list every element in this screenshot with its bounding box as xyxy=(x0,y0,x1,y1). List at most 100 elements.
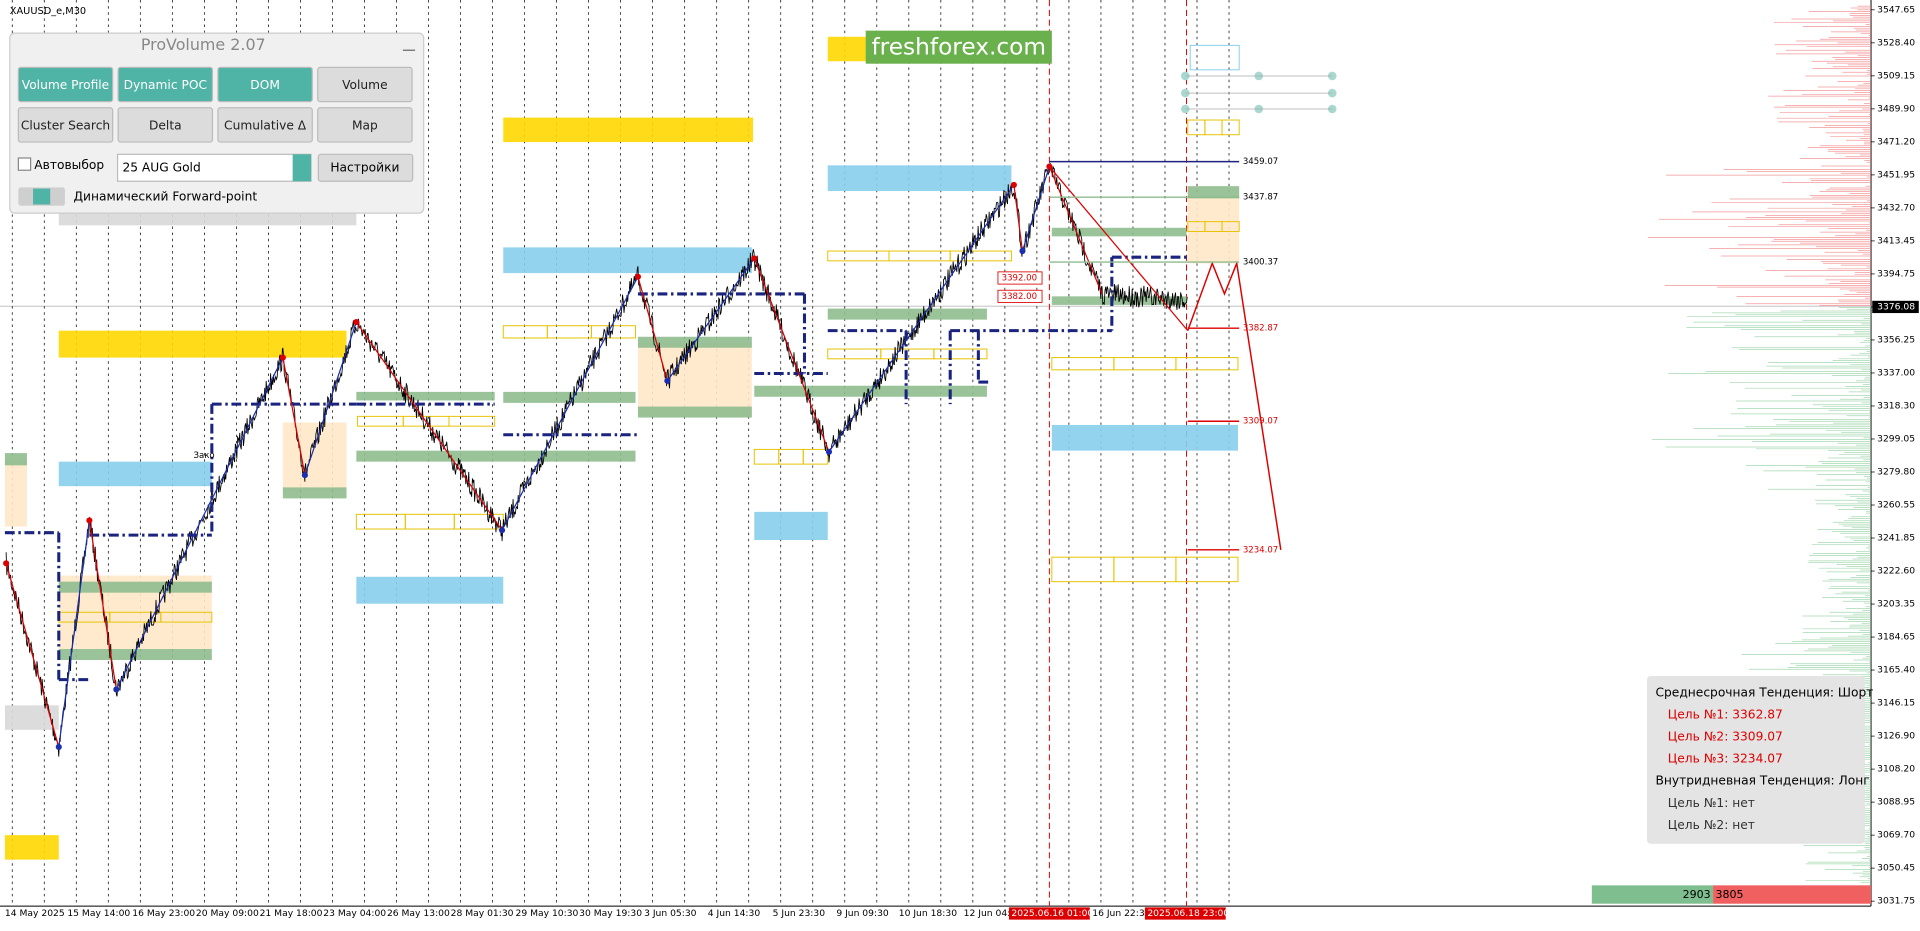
zigzag-point xyxy=(634,273,642,280)
panel-button[interactable] xyxy=(17,107,114,143)
dropdown-value: 25 AUG Gold xyxy=(122,160,200,174)
zigzag-point xyxy=(55,743,62,751)
zigzag xyxy=(666,258,755,382)
button-label: Dynamic POC xyxy=(124,78,207,92)
zone xyxy=(827,165,1012,192)
watermark-bg xyxy=(865,30,1052,64)
zone xyxy=(503,117,754,143)
zigzag xyxy=(637,276,668,382)
zigzag xyxy=(282,357,306,476)
trend-text: Внутридневная Тенденция: Лонг xyxy=(1656,774,1870,788)
level-label: 3382.87 xyxy=(1243,324,1278,334)
checkbox-label: Автовыбор xyxy=(34,158,104,172)
zigzag xyxy=(753,258,830,453)
zone xyxy=(754,511,828,541)
price-tick-label: 3184.65 xyxy=(1877,632,1915,643)
price-tick-label: 3356.25 xyxy=(1877,334,1915,345)
zone xyxy=(282,422,347,490)
zone xyxy=(1187,186,1240,199)
time-label: 16 Jun 22:30 xyxy=(1092,908,1150,919)
price-tick-label: 3069.70 xyxy=(1877,830,1915,841)
trend-text: Цель №2: 3309.07 xyxy=(1668,730,1783,744)
zone xyxy=(58,330,347,358)
price-tick-label: 3299.05 xyxy=(1877,433,1915,444)
price-tick-label: 3088.95 xyxy=(1877,797,1915,808)
panel-button[interactable] xyxy=(117,107,214,143)
time-label: 2025.06.16 01:00 xyxy=(1011,908,1093,919)
zigzag xyxy=(1048,166,1103,295)
zigzag-point xyxy=(86,517,93,524)
zone xyxy=(1051,424,1238,451)
button-label: Map xyxy=(352,119,378,133)
panel-button[interactable] xyxy=(17,66,114,103)
button-label: Delta xyxy=(149,119,182,133)
panel-button[interactable] xyxy=(217,107,313,143)
trend-text: Среднесрочная Тенденция: Шорт xyxy=(1656,686,1874,700)
zigzag-point xyxy=(751,255,758,262)
price-tick-label: 3241.85 xyxy=(1877,533,1915,544)
price-tick-label: 3050.45 xyxy=(1877,863,1915,874)
time-label: 9 Jun 09:30 xyxy=(836,908,889,919)
panel-button[interactable] xyxy=(317,107,413,143)
button-label: Volume Profile xyxy=(22,78,109,92)
price-tick-label: 3413.45 xyxy=(1877,235,1915,246)
price-tick-label: 3260.55 xyxy=(1877,500,1915,511)
trend-text: Цель №3: 3234.07 xyxy=(1668,752,1783,766)
time-label: 26 May 13:00 xyxy=(387,908,450,919)
yellow-outline xyxy=(1175,357,1239,371)
toggle-knob xyxy=(33,188,51,205)
sell-volume xyxy=(1713,885,1872,904)
dropdown[interactable] xyxy=(116,153,312,182)
yellow-outline xyxy=(949,250,1012,262)
time-highlight xyxy=(1008,907,1090,920)
zone xyxy=(1187,195,1240,264)
level-label: 3459.07 xyxy=(1243,157,1278,167)
checkbox[interactable] xyxy=(17,157,32,171)
zone xyxy=(1051,227,1187,237)
zone xyxy=(356,450,636,462)
price-tick-label: 3108.20 xyxy=(1877,764,1915,775)
price-box xyxy=(997,271,1043,285)
zigzag xyxy=(115,357,284,690)
time-label: 14 May 2025 xyxy=(5,908,65,919)
price-series xyxy=(5,162,1188,757)
price-tick-label: 3376.08 xyxy=(1877,301,1915,312)
panel-button[interactable] xyxy=(117,66,214,103)
price-tick-label: 3031.75 xyxy=(1877,896,1915,907)
zigzag-point xyxy=(1019,247,1026,255)
zone xyxy=(4,459,27,527)
zigzag-point xyxy=(301,472,308,479)
time-label: 5 Jun 23:30 xyxy=(773,908,826,919)
level-label: 3437.87 xyxy=(1243,193,1278,203)
price-tick-label: 3337.00 xyxy=(1877,367,1915,378)
zone xyxy=(58,649,212,661)
zigzag xyxy=(58,520,90,748)
symbol: XAUUSD_e,M30 xyxy=(10,6,86,17)
panel-button[interactable] xyxy=(317,66,413,103)
time-label: 2025.06.18 23:00 xyxy=(1147,908,1229,919)
trend-text: Цель №1: 3362.87 xyxy=(1668,708,1783,722)
time-label: 20 May 09:00 xyxy=(196,908,259,919)
time-highlight xyxy=(1144,907,1226,920)
settings-button[interactable] xyxy=(317,153,414,182)
zigzag xyxy=(501,276,639,531)
yellow-outline xyxy=(802,448,829,465)
panel-button[interactable] xyxy=(217,66,313,103)
trend-panel xyxy=(1646,675,1865,844)
price-tick-label: 3318.30 xyxy=(1877,400,1915,411)
zigzag xyxy=(1048,166,1189,332)
price-box-label: 3392.00 xyxy=(1002,273,1037,283)
zone xyxy=(356,576,504,604)
price-tick-label: 3528.40 xyxy=(1877,37,1915,48)
zigzag-point xyxy=(664,377,671,384)
trend-text: Цель №2: нет xyxy=(1668,818,1755,832)
time-label: 30 May 19:30 xyxy=(579,908,642,919)
price-tick-label: 3547.65 xyxy=(1877,4,1915,15)
outline-box xyxy=(1189,44,1240,71)
zone xyxy=(637,342,752,417)
buy-volume-label: 2903 xyxy=(1683,888,1711,901)
zone xyxy=(356,391,495,401)
zone xyxy=(637,406,752,418)
zigzag xyxy=(828,184,1015,453)
price-tick-label: 3165.40 xyxy=(1877,665,1915,676)
